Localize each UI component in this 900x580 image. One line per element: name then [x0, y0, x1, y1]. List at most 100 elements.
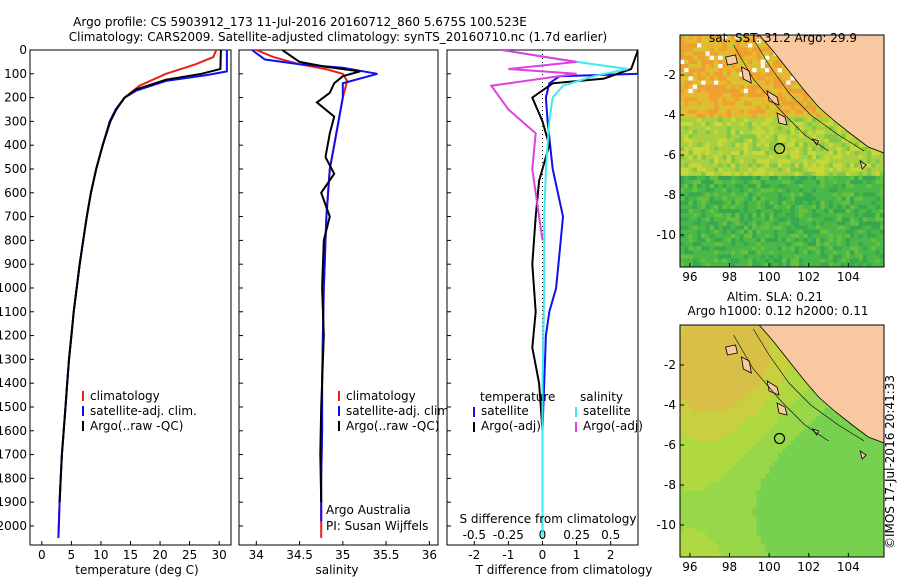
map-cell	[879, 482, 885, 487]
map-cell	[799, 383, 804, 388]
map-cell	[722, 155, 728, 160]
map-cell	[854, 242, 859, 247]
map-cell	[731, 337, 736, 342]
map-cell	[867, 482, 872, 487]
map-cell	[680, 225, 685, 231]
map-cell	[748, 403, 753, 409]
map-cell	[692, 349, 698, 355]
map-cell	[722, 370, 728, 376]
map-cell	[726, 374, 732, 380]
map-cell	[743, 159, 749, 164]
map-cell	[688, 142, 694, 148]
map-cell	[684, 68, 689, 73]
map-cell	[833, 457, 838, 463]
map-cell	[769, 151, 774, 156]
map-cell	[820, 213, 825, 218]
map-cell	[799, 155, 804, 160]
map-cell	[794, 486, 800, 492]
map-cell	[824, 233, 830, 239]
legend-label: climatology	[90, 389, 160, 403]
map-cell	[731, 43, 736, 48]
map-cell	[837, 180, 842, 185]
map-cell	[790, 217, 796, 222]
map-cell	[726, 39, 732, 44]
map-cell	[773, 486, 779, 492]
map-cell	[816, 403, 821, 409]
map-cell	[726, 213, 732, 218]
series-black	[281, 50, 361, 503]
map-cell	[760, 134, 766, 139]
map-cell	[748, 126, 753, 131]
map-cell	[692, 457, 698, 463]
map-cell	[701, 209, 706, 214]
map-cell	[760, 262, 766, 268]
map-cell	[824, 167, 830, 173]
map-cell	[845, 254, 851, 260]
map-cell	[824, 126, 830, 131]
map-cell	[773, 494, 779, 500]
map-cell	[718, 345, 723, 351]
map-cell	[709, 474, 715, 479]
map-cell	[726, 233, 732, 239]
map-cell	[799, 474, 804, 479]
map-cell	[820, 184, 825, 189]
map-cell	[709, 370, 715, 376]
map-cell	[726, 142, 732, 148]
map-cell	[709, 478, 715, 483]
map-cell	[697, 155, 702, 160]
map-cell	[743, 88, 749, 94]
map-cell	[709, 449, 715, 454]
map-cell	[803, 449, 808, 454]
map-cell	[697, 72, 702, 77]
map-cell	[714, 217, 719, 222]
map-cell	[701, 333, 706, 338]
map-cell	[807, 424, 813, 429]
map-cell	[824, 117, 830, 123]
map-cell	[722, 478, 728, 483]
map-cell	[709, 209, 715, 214]
map-cell	[731, 134, 736, 139]
map-cell	[803, 262, 808, 268]
map-cell	[697, 416, 702, 421]
map-cell	[854, 428, 859, 434]
map-cell	[692, 428, 698, 434]
map-cell	[875, 465, 881, 471]
map-cell	[739, 163, 745, 168]
map-cell	[782, 441, 787, 446]
map-cell	[680, 391, 685, 396]
map-cell	[811, 175, 817, 181]
map-cell	[692, 358, 698, 363]
map-cell	[752, 55, 757, 61]
map-cell	[790, 113, 796, 119]
map-cell	[786, 378, 791, 384]
map-cell	[803, 167, 808, 173]
map-cell	[692, 76, 698, 81]
map-cell	[722, 134, 728, 139]
map-cell	[760, 428, 766, 434]
map-cell	[692, 254, 698, 260]
map-cell	[803, 225, 808, 231]
map-cell	[743, 39, 749, 44]
map-cell	[786, 407, 791, 413]
map-cell	[705, 262, 711, 268]
map-cell	[701, 470, 706, 475]
map-cell	[769, 200, 774, 206]
map-cell	[769, 192, 774, 197]
map-cell	[816, 151, 821, 156]
map-cell	[731, 445, 736, 450]
map-cell	[765, 229, 770, 235]
map-cell	[731, 142, 736, 148]
map-cell	[692, 167, 698, 173]
map-cell	[850, 200, 855, 206]
map-cell	[705, 109, 711, 115]
map-cell	[697, 113, 702, 119]
map-cell	[799, 126, 804, 131]
map-cell	[705, 349, 711, 355]
map-cell	[743, 461, 749, 467]
map-cell	[765, 366, 770, 371]
map-cell	[688, 130, 694, 135]
map-cell	[756, 76, 762, 81]
map-cell	[799, 399, 804, 405]
map-cell	[688, 395, 694, 400]
map-cell	[718, 387, 723, 392]
